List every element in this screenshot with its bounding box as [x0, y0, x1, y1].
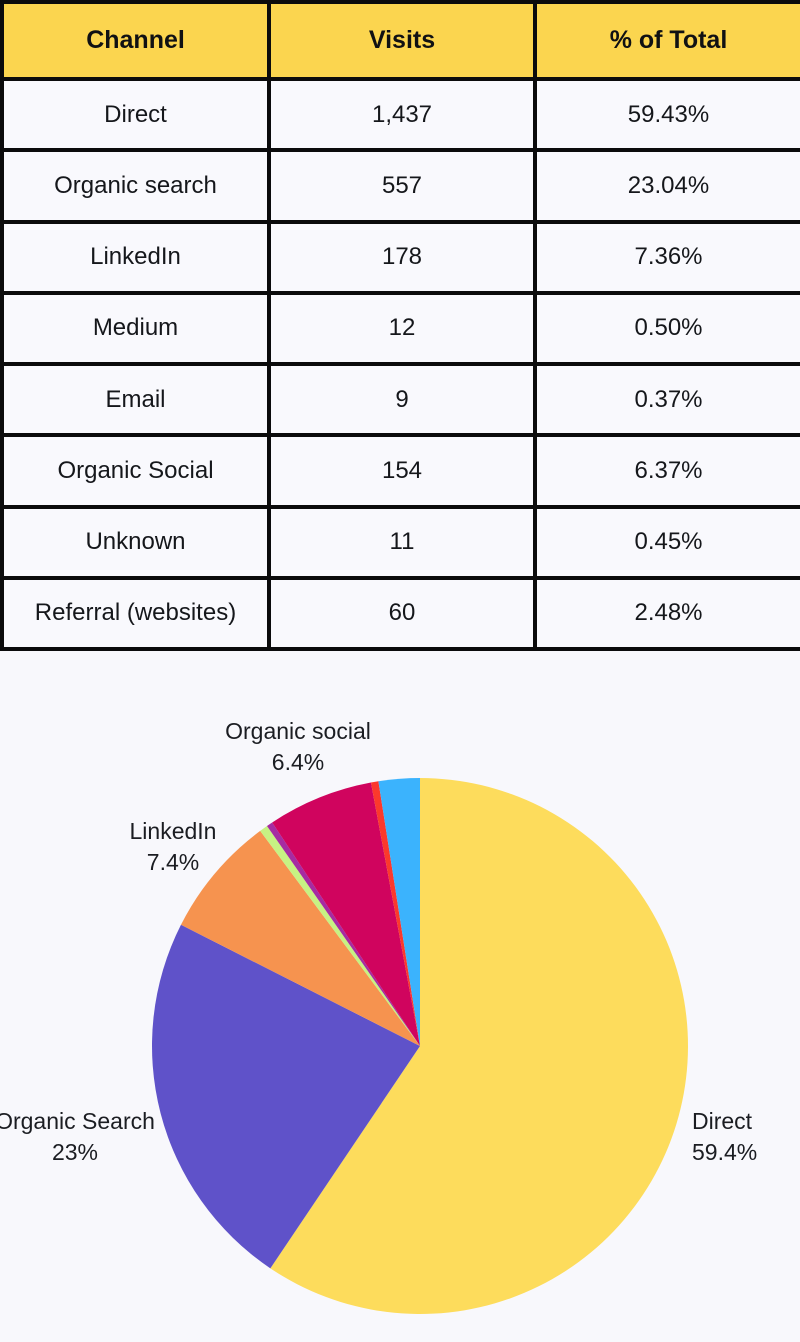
pie-label-organic-search: Organic Search 23% [0, 1106, 155, 1168]
cell-channel: Organic Social [0, 433, 271, 509]
pie-label-direct: Direct 59.4% [692, 1106, 757, 1168]
cell-channel: Email [0, 361, 271, 438]
pie-label-linkedin: LinkedIn 7.4% [130, 816, 217, 878]
table-row: Medium 12 0.50% [0, 290, 800, 367]
cell-visits: 154 [267, 433, 537, 509]
cell-visits: 12 [267, 290, 537, 367]
pie-label-pct: 23% [51, 1139, 99, 1165]
pie-chart-svg [151, 778, 688, 1314]
cell-visits: 9 [267, 361, 537, 438]
cell-pct: 0.45% [533, 504, 800, 580]
pie-label-pct: 6.4% [271, 749, 325, 775]
cell-pct: 7.36% [533, 219, 800, 295]
pie-label-text: Organic social [225, 718, 371, 744]
pie-label-pct: 7.4% [146, 849, 200, 875]
channels-table: Channel Visits % of Total Direct 1,437 5… [0, 0, 800, 652]
col-header-channel: Channel [0, 0, 271, 81]
cell-visits: 11 [267, 504, 537, 580]
pie-slice-email [267, 822, 420, 1046]
cell-channel: Unknown [0, 504, 271, 580]
cell-visits: 557 [267, 148, 537, 224]
cell-channel: Referral (websites) [0, 575, 271, 652]
pie-label-organic-social: Organic social 6.4% [225, 716, 371, 778]
table-row: LinkedIn 178 7.36% [0, 219, 800, 295]
cell-visits: 60 [267, 575, 537, 652]
cell-pct: 2.48% [533, 575, 800, 652]
table-row: Direct 1,437 59.43% [0, 76, 800, 153]
pie-slice-unknown [370, 781, 420, 1046]
pie-slice-referral-websites- [378, 778, 420, 1046]
pie-slice-organic-social [272, 782, 420, 1046]
table-row: Email 9 0.37% [0, 361, 800, 438]
pie-label-text: LinkedIn [129, 818, 217, 844]
col-header-visits: Visits [267, 0, 537, 81]
cell-channel: LinkedIn [0, 219, 271, 295]
cell-visits: 178 [267, 219, 537, 295]
cell-pct: 0.37% [533, 361, 800, 438]
cell-channel: Organic search [0, 148, 271, 224]
cell-channel: Medium [0, 290, 271, 367]
table-row: Organic search 557 23.04% [0, 148, 800, 224]
col-header-pct: % of Total [533, 0, 800, 81]
pie-slice-organic-search [151, 924, 420, 1269]
table-row: Unknown 11 0.45% [0, 504, 800, 580]
cell-pct: 6.37% [533, 433, 800, 509]
cell-visits: 1,437 [267, 76, 537, 153]
pie-slice-medium [260, 825, 420, 1046]
cell-pct: 59.43% [533, 76, 800, 153]
cell-channel: Direct [0, 76, 271, 153]
cell-pct: 0.50% [533, 290, 800, 367]
pie-label-pct: 59.4% [692, 1139, 758, 1165]
pie-chart: Organic social 6.4% LinkedIn 7.4% Organi… [0, 660, 800, 1342]
table-row: Referral (websites) 60 2.48% [0, 575, 800, 652]
pie-slice-linkedin [180, 830, 420, 1046]
pie-label-text: Organic Search [0, 1108, 155, 1134]
table-row: Organic Social 154 6.37% [0, 433, 800, 509]
pie-slice-direct [270, 778, 688, 1314]
table-header-row: Channel Visits % of Total [0, 0, 800, 81]
cell-pct: 23.04% [533, 148, 800, 224]
pie-label-text: Direct [692, 1108, 753, 1134]
